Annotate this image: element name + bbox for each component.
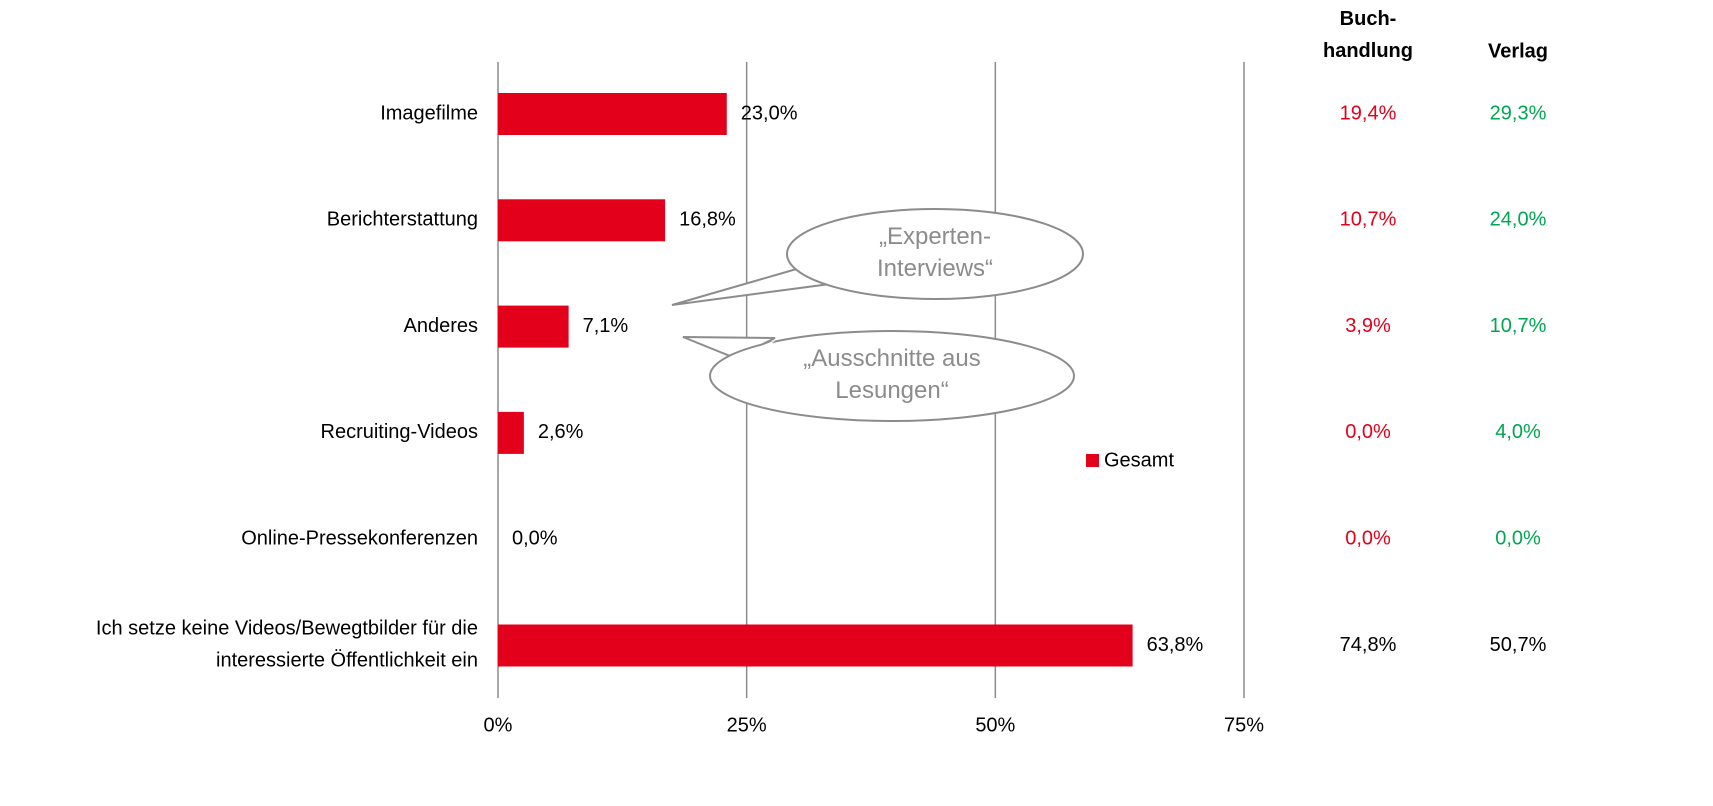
table-value: 50,7% <box>1490 634 1547 656</box>
bar <box>498 305 569 348</box>
table-value: 0,0% <box>1345 421 1391 443</box>
category-label: Ich setze keine Videos/Bewegtbilder für … <box>96 618 478 672</box>
value-label: 16,8% <box>679 209 736 231</box>
x-tick-label: 50% <box>975 714 1015 736</box>
annotation: „Experten-Interviews“ <box>877 223 993 282</box>
bar <box>498 199 666 242</box>
table-value: 24,0% <box>1490 209 1547 231</box>
table-value: 10,7% <box>1490 315 1547 337</box>
callout-experten: „Experten-Interviews“ <box>671 208 1084 306</box>
legend-label: Gesamt <box>1104 449 1174 471</box>
category-label: Imagefilme <box>380 102 478 124</box>
bar <box>498 624 1133 667</box>
bar <box>498 411 524 454</box>
table-value: 3,9% <box>1345 315 1391 337</box>
x-tick-label: 0% <box>484 714 513 736</box>
callout-bubble <box>709 330 1075 422</box>
table-value: 4,0% <box>1495 421 1541 443</box>
bar <box>498 93 727 135</box>
annotation: „Ausschnitte aus Lesungen“ <box>803 345 980 404</box>
callout-lesungen: „Ausschnitte aus Lesungen“ <box>682 330 1075 422</box>
table-value: 19,4% <box>1340 102 1397 124</box>
callout-bubble <box>786 208 1084 300</box>
callout-seam <box>733 340 776 357</box>
category-label: Anderes <box>404 315 479 337</box>
value-label: 23,0% <box>741 102 798 124</box>
legend-swatch <box>1086 454 1099 467</box>
table-value: 0,0% <box>1345 527 1391 549</box>
value-label: 7,1% <box>583 315 629 337</box>
table-value: 10,7% <box>1340 209 1397 231</box>
table-value: 0,0% <box>1495 527 1541 549</box>
value-label: 63,8% <box>1147 634 1204 656</box>
category-label: Online-Pressekonferenzen <box>241 527 478 549</box>
callout-seam <box>796 258 830 283</box>
column-header: Verlag <box>1488 40 1548 62</box>
table-value: 74,8% <box>1340 634 1397 656</box>
category-label: Berichterstattung <box>327 209 478 231</box>
value-label: 2,6% <box>538 421 584 443</box>
category-label: Recruiting-Videos <box>321 421 479 443</box>
table-value: 29,3% <box>1490 102 1547 124</box>
x-tick-label: 25% <box>727 714 767 736</box>
x-tick-label: 75% <box>1224 714 1264 736</box>
column-header: Buch-handlung <box>1323 8 1413 62</box>
value-label: 0,0% <box>512 527 558 549</box>
